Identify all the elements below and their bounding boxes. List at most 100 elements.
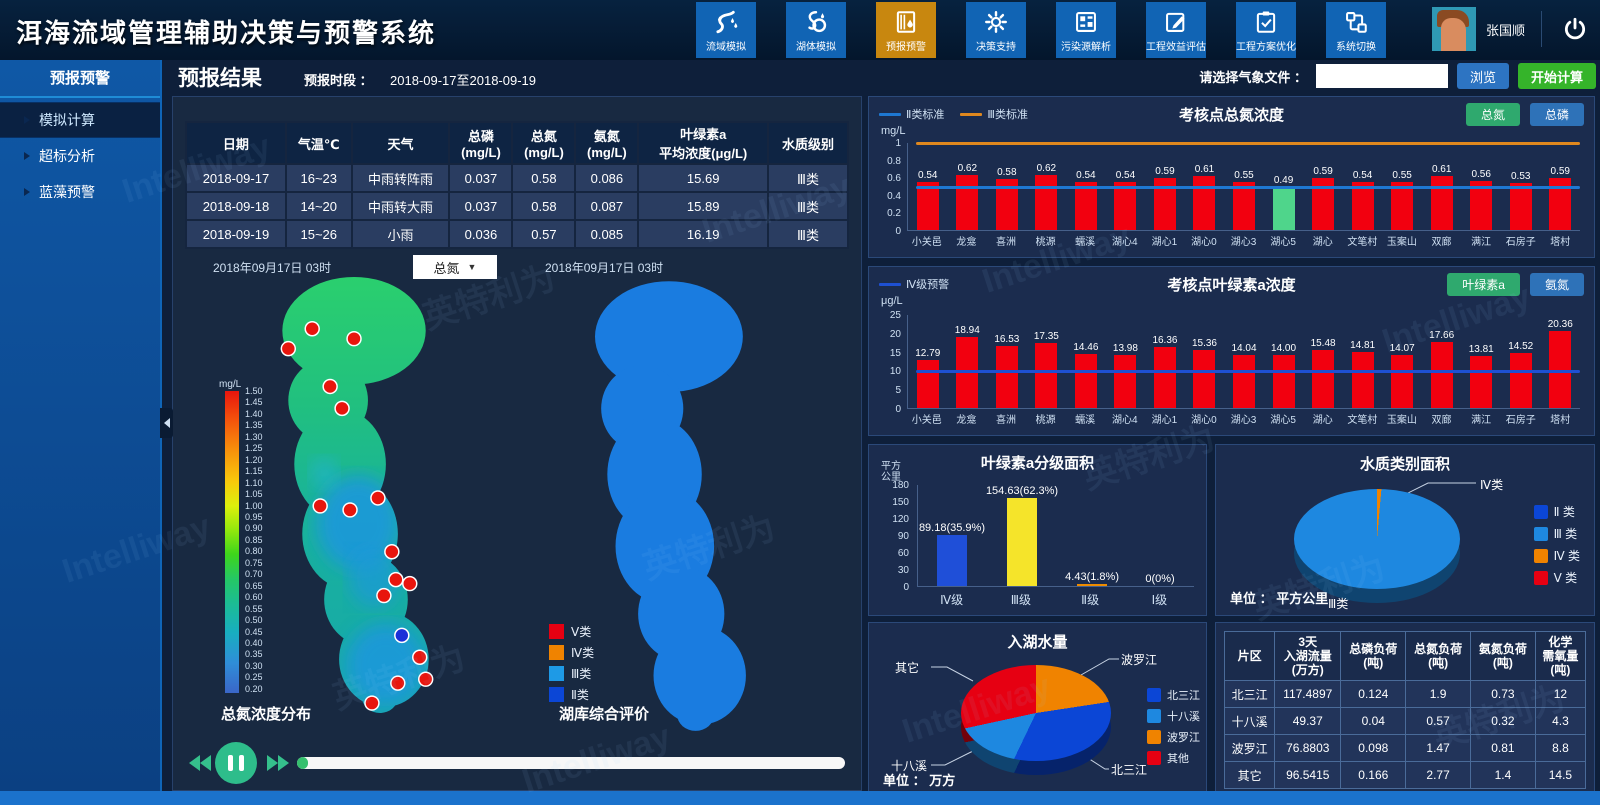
table-cell: 16.19 — [637, 219, 770, 249]
weather-file-input[interactable] — [1315, 64, 1448, 88]
bar-value-label: 14.81 — [1350, 340, 1376, 352]
chart-toggle-总氮[interactable]: 总氮 — [1465, 102, 1520, 126]
table-header: 日期 气温℃ 天气 总磷 (mg/L) 总氮 (mg/L) 氨氮 (mg/L) 叶绿素a 平均浓度(… — [185, 121, 849, 165]
bar-cell: 15.48 — [1303, 315, 1343, 408]
nav-tile-流域模拟[interactable]: 流域模拟 — [696, 2, 756, 58]
bar — [1077, 583, 1108, 586]
x-tick-label: 文笔村 — [1347, 415, 1378, 426]
right-map-date: 2018年09月17日 03时 — [545, 261, 664, 275]
table-cell: 波罗江 — [1223, 734, 1276, 762]
sidebar-item-蓝藻预警[interactable]: 蓝藻预警 — [0, 174, 160, 210]
bar-cell: 0.62 — [948, 143, 988, 230]
y-tick-label: 20 — [889, 328, 901, 340]
x-tick-label: 龙龛 — [956, 415, 977, 426]
table-cell: 14.5 — [1534, 761, 1587, 789]
reference-line — [916, 370, 1580, 374]
x-axis-labels: 小关邑 龙龛 喜洲 桃源 蠕溪 湖心4 湖心1 湖心0 湖心3 湖心5 湖心 文笔村 玉案山 双廊 满江 石房… — [907, 411, 1580, 426]
legend-swatch — [549, 687, 564, 702]
nav-tile-系统切换[interactable]: 系统切换 — [1326, 2, 1386, 58]
scale-tick-label: 0.95 — [245, 511, 263, 522]
panel-tn-concentration-chart: Ⅱ类标准 Ⅲ类标准 考核点总氮浓度 总氮 总磷 mg/L 1 0.8 0.6 0.4 0.2… — [868, 96, 1595, 258]
chart-toggle-叶绿素a[interactable]: 叶绿素a — [1447, 272, 1520, 296]
bar-value-label: 4.43(1.8%) — [1065, 570, 1119, 583]
column-header: 3天 入湖流量 (万方) — [1274, 631, 1342, 681]
power-button[interactable] — [1558, 12, 1592, 46]
y-tick-label: 0 — [895, 404, 901, 415]
bar — [1193, 176, 1216, 230]
nav-tile-污染源解析[interactable]: 污染源解析 — [1056, 2, 1116, 58]
nav-tile-预报预警[interactable]: 预报预警 — [876, 2, 936, 58]
sidebar-item-超标分析[interactable]: 超标分析 — [0, 138, 160, 174]
scale-tick-label: 1.05 — [245, 489, 263, 500]
table-row[interactable]: 2018-09-19 15~26 小雨 0.036 0.57 0.085 16.19 Ⅲ类 — [185, 219, 849, 249]
pie-legend: Ⅱ 类 Ⅲ 类 Ⅳ 类 Ⅴ 类 — [1533, 503, 1580, 586]
fast-forward-button[interactable] — [267, 755, 289, 771]
bar — [1391, 181, 1414, 230]
bar — [1114, 355, 1137, 408]
legend-label: Ⅴ 类 — [1553, 571, 1578, 585]
y-tick-label: 60 — [897, 548, 909, 559]
chart-toggle-氨氮[interactable]: 氨氮 — [1529, 272, 1584, 296]
scale-tick-label: 0.80 — [245, 546, 263, 557]
bar-cell: 154.63(62.3%) — [986, 485, 1058, 586]
bar-value-label: 0.54 — [918, 170, 938, 182]
app-header: 洱海流域管理辅助决策与预警系统 流域模拟 湖体模拟 预报预警 决策支持 污染源解析 工程效… — [0, 0, 1600, 60]
table-row[interactable]: 其它 96.5415 0.166 2.77 1.4 14.5 — [1223, 761, 1587, 789]
x-tick-label: 湖心1 — [1151, 415, 1178, 426]
nav-tile-工程方案优化[interactable]: 工程方案优化 — [1236, 2, 1296, 58]
bar-cell: 0.61 — [1422, 143, 1462, 230]
avatar[interactable] — [1431, 7, 1476, 51]
chart-buttons: 总氮 总磷 — [1465, 102, 1584, 126]
legend-item: Ⅲ 类 — [1533, 525, 1580, 542]
sidebar-item-模拟计算[interactable]: 模拟计算 — [0, 102, 160, 138]
legend-label: Ⅱ类 — [571, 688, 589, 702]
y-axis-unit: μg/L — [881, 295, 903, 307]
pie-top — [1294, 489, 1460, 589]
table-row[interactable]: 波罗江 76.8803 0.098 1.47 0.81 8.8 — [1223, 734, 1587, 762]
bar-cell: 12.79 — [908, 315, 948, 408]
x-tick-label: Ⅱ级 — [1081, 593, 1100, 607]
bar-cell: 0.58 — [987, 143, 1027, 230]
table-row[interactable]: 北三江 117.4897 0.124 1.9 0.73 12 — [1223, 680, 1587, 708]
bar — [1312, 349, 1335, 408]
nav-tile-工程效益评估[interactable]: 工程效益评估 — [1146, 2, 1206, 58]
bar — [1035, 342, 1058, 408]
pause-button[interactable] — [215, 742, 257, 784]
bar-cell: 0.49 — [1264, 143, 1304, 230]
lake-evaluation-map — [595, 281, 746, 731]
header-row: 日期 气温℃ 天气 总磷 (mg/L) 总氮 (mg/L) 氨氮 (mg/L) 叶绿素a 平均浓度(… — [185, 121, 849, 165]
table-row[interactable]: 十八溪 49.37 0.04 0.57 0.32 4.3 — [1223, 707, 1587, 735]
table-cell: 0.58 — [511, 163, 577, 193]
scale-tick-label: 0.25 — [245, 672, 263, 683]
x-tick-label: 蠕溪 — [1075, 237, 1096, 248]
legend-item: Ⅲ类标准 — [960, 106, 1028, 122]
rewind-button[interactable] — [189, 755, 211, 771]
bar — [1312, 178, 1335, 230]
nav-tile-决策支持[interactable]: 决策支持 — [966, 2, 1026, 58]
bar — [1430, 176, 1453, 230]
scale-tick-label: 1.10 — [245, 477, 263, 488]
table-header: 片区 3天 入湖流量 (万方) 总磷负荷 (吨) 总氮负荷 (吨) 氨氮负荷 (吨) 化学 需氧量 (吨… — [1223, 631, 1587, 681]
weather-file-label: 请选择气象文件 ： — [1199, 69, 1307, 85]
y-tick-label: 30 — [897, 565, 909, 576]
scale-tick-label: 0.50 — [245, 615, 263, 626]
bar-value-label: 0.54 — [1115, 170, 1136, 182]
start-calculation-button[interactable]: 开始计算 — [1517, 63, 1596, 89]
timeline-scrubber[interactable] — [297, 757, 845, 769]
scale-tick-label: 0.30 — [245, 660, 263, 671]
parameter-dropdown[interactable]: 总氮 ▼ — [413, 255, 497, 279]
nav-tile-湖体模拟[interactable]: 湖体模拟 — [786, 2, 846, 58]
x-tick-label: 桃源 — [1035, 415, 1056, 426]
scale-tick-label: 0.90 — [245, 523, 263, 534]
x-tick-label: 桃源 — [1035, 237, 1056, 248]
legend-swatch — [1533, 526, 1548, 541]
chart-toggle-总磷[interactable]: 总磷 — [1529, 102, 1584, 126]
forecast-result-panel: 日期 气温℃ 天气 总磷 (mg/L) 总氮 (mg/L) 氨氮 (mg/L) 叶绿素a 平均浓度(… — [172, 96, 862, 791]
bar-value-label: 14.07 — [1389, 343, 1415, 355]
bar-cell: 0.59 — [1145, 143, 1185, 230]
table-row[interactable]: 2018-09-18 14~20 中雨转大雨 0.037 0.58 0.087 15.89 Ⅲ… — [185, 191, 849, 221]
clipboard-check-icon — [1253, 7, 1279, 37]
browse-button[interactable]: 浏览 — [1456, 63, 1509, 89]
sidebar-collapse-button[interactable] — [160, 408, 173, 438]
table-row[interactable]: 2018-09-17 16~23 中雨转阵雨 0.037 0.58 0.086 15.69 Ⅲ… — [185, 163, 849, 193]
